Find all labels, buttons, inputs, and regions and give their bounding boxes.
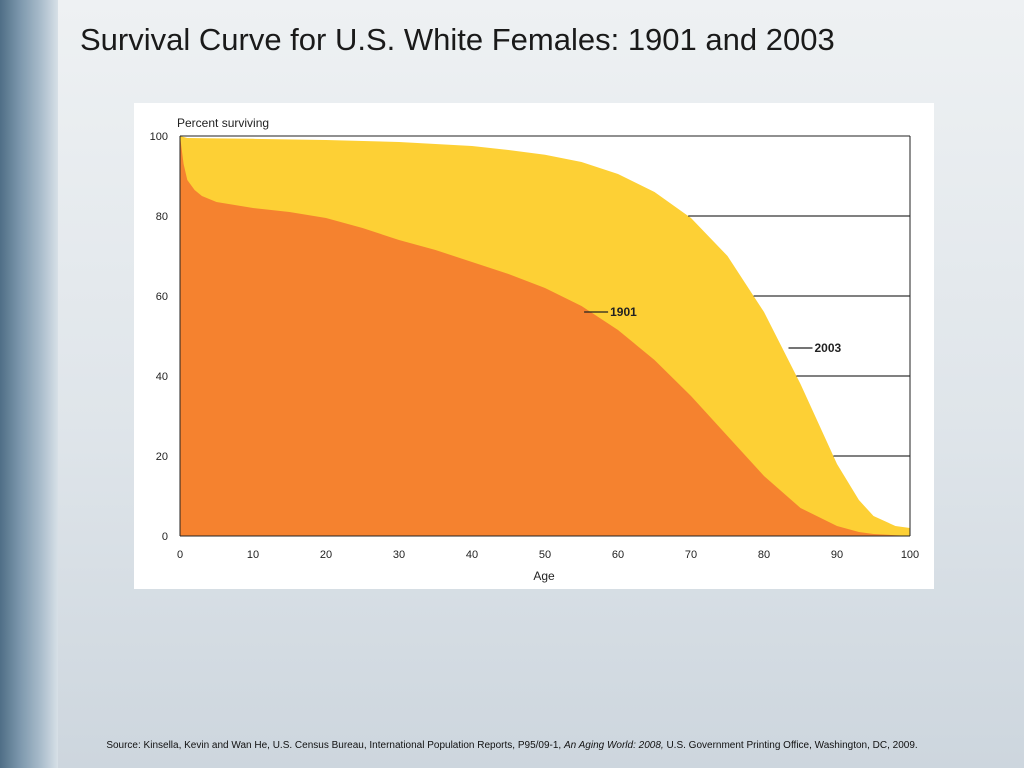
slide-title: Survival Curve for U.S. White Females: 1…: [80, 22, 835, 57]
x-tick-70: 70: [685, 549, 697, 561]
survival-chart: 0 20 40 60 80 100 0 10 20 30 40 50 60 70 80 90 100 2003 1…: [150, 116, 920, 583]
y-axis-title: Percent surviving: [177, 116, 269, 130]
x-tick-10: 10: [247, 549, 259, 561]
x-tick-50: 50: [539, 549, 551, 561]
x-axis-title: Age: [533, 569, 555, 583]
slide-accent-bar: [0, 0, 58, 768]
series-label-1901: 1901: [610, 305, 637, 319]
chart-panel: 0 20 40 60 80 100 0 10 20 30 40 50 60 70 80 90 100 2003 1…: [134, 103, 934, 589]
source-citation: Source: Kinsella, Kevin and Wan He, U.S.…: [0, 740, 1024, 751]
source-suffix: U.S. Government Printing Office, Washing…: [663, 740, 918, 751]
y-tick-80: 80: [156, 211, 168, 223]
y-tick-20: 20: [156, 451, 168, 463]
y-tick-100: 100: [150, 131, 168, 143]
x-tick-100: 100: [901, 549, 919, 561]
y-tick-40: 40: [156, 371, 168, 383]
x-tick-40: 40: [466, 549, 478, 561]
x-tick-0: 0: [177, 549, 183, 561]
y-tick-0: 0: [162, 531, 168, 543]
series-label-2003: 2003: [815, 341, 842, 355]
x-tick-30: 30: [393, 549, 405, 561]
area-1901: [180, 136, 910, 536]
x-tick-90: 90: [831, 549, 843, 561]
x-tick-60: 60: [612, 549, 624, 561]
x-tick-80: 80: [758, 549, 770, 561]
source-italic-title: An Aging World: 2008,: [563, 740, 664, 751]
source-prefix: Source: Kinsella, Kevin and Wan He, U.S.…: [106, 740, 564, 751]
y-tick-60: 60: [156, 291, 168, 303]
x-tick-20: 20: [320, 549, 332, 561]
